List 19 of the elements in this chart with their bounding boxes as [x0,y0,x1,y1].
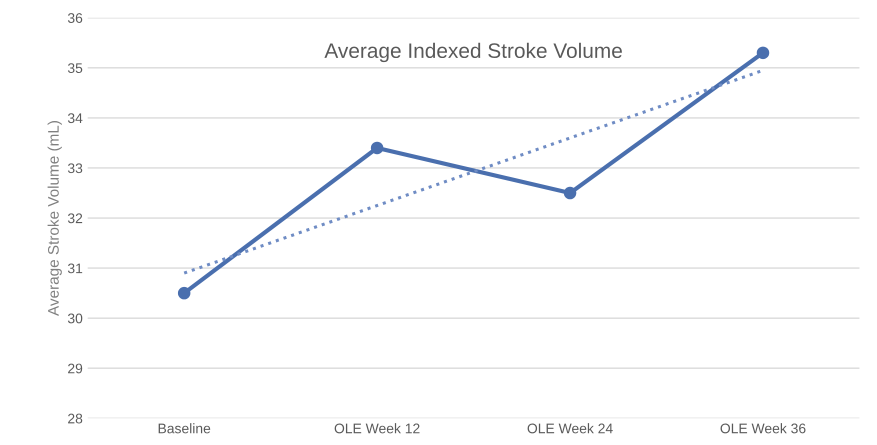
x-tick-label: Baseline [158,423,210,434]
x-tick-label: OLE Week 36 [720,423,806,434]
y-tick-label: 28 [68,414,82,424]
y-tick-label: 35 [68,63,82,74]
y-tick-label: 36 [68,13,82,23]
y-tick-label: 29 [68,364,82,374]
x-tick-label: OLE Week 24 [528,423,613,434]
y-tick-label: 30 [68,314,82,324]
text: Average Indexed Stroke Volume [324,42,622,62]
y-tick-label: 32 [68,213,82,224]
y-tick-label: 34 [68,113,82,124]
point [178,286,190,300]
point [564,186,576,200]
y-tick-label: 31 [68,263,82,274]
y-axis-title: Average Stroke Volume (mL) [48,121,62,316]
point [370,142,384,154]
y-tick-label: 33 [68,163,82,174]
x-tick-label: OLE Week 12 [334,423,420,434]
point [756,46,770,60]
